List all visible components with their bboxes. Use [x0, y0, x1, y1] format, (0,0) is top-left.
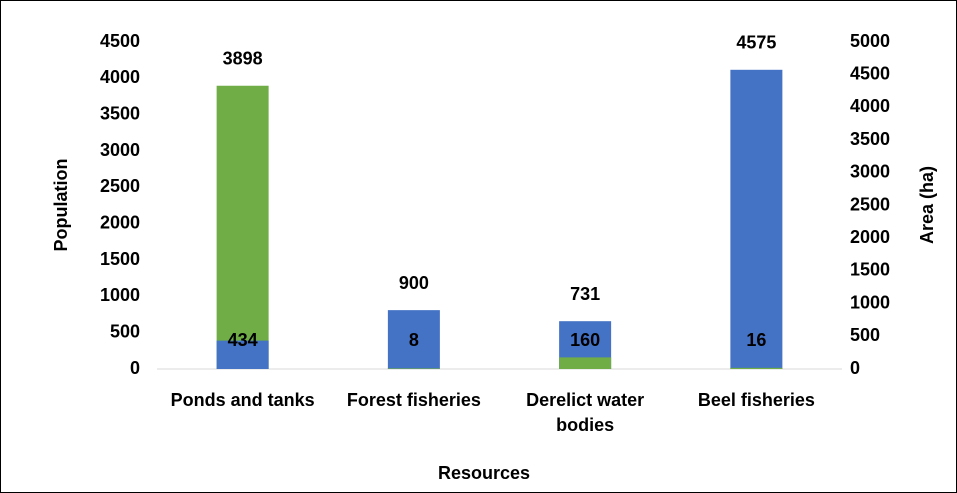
- y2-tick-label: 3000: [850, 162, 890, 182]
- y2-tick-label: 1000: [850, 292, 890, 312]
- x-tick-label: Forest fisheries: [346, 390, 481, 410]
- bar: [387, 310, 440, 369]
- y2-axis-title: Area (ha): [917, 166, 937, 244]
- x-axis-title: Resources: [438, 463, 530, 483]
- y2-tick-label: 2000: [850, 227, 890, 247]
- y-tick-label: 500: [110, 321, 140, 341]
- data-label: 900: [399, 273, 429, 293]
- y-tick-label: 4500: [100, 31, 140, 51]
- x-tick-label: Derelict water bodies: [526, 390, 645, 435]
- y-tick-label: 4000: [100, 67, 140, 87]
- x-tick-label: Ponds and tanks: [170, 390, 315, 410]
- bar: [559, 357, 612, 369]
- data-label: 4575: [736, 33, 776, 53]
- data-label: 434: [228, 330, 258, 350]
- y-tick-label: 1000: [100, 285, 140, 305]
- data-label: 8: [409, 330, 419, 350]
- x-tick-label: Beel fisheries: [697, 390, 815, 410]
- y2-tick-label: 5000: [850, 31, 890, 51]
- data-label: 160: [570, 330, 600, 350]
- data-label: 16: [746, 330, 766, 350]
- y-tick-label: 1500: [100, 249, 140, 269]
- data-label: 731: [570, 284, 600, 304]
- bar: [730, 367, 783, 369]
- y2-tick-label: 500: [850, 325, 880, 345]
- y-tick-label: 3500: [100, 103, 140, 123]
- bar: [387, 368, 440, 369]
- y-axis-title: Population: [51, 159, 71, 252]
- y-tick-label: 3000: [100, 140, 140, 160]
- y-tick-label: 2500: [100, 176, 140, 196]
- y2-tick-label: 3500: [850, 129, 890, 149]
- y2-tick-label: 4000: [850, 96, 890, 116]
- bar: [216, 85, 269, 369]
- data-label: 3898: [223, 48, 263, 68]
- y-tick-label: 0: [130, 358, 140, 378]
- y2-tick-label: 0: [850, 358, 860, 378]
- y2-tick-label: 1500: [850, 260, 890, 280]
- bar: [730, 69, 783, 370]
- y2-tick-label: 4500: [850, 63, 890, 83]
- bar: [216, 340, 269, 369]
- y-tick-label: 2000: [100, 212, 140, 232]
- y2-tick-label: 2500: [850, 194, 890, 214]
